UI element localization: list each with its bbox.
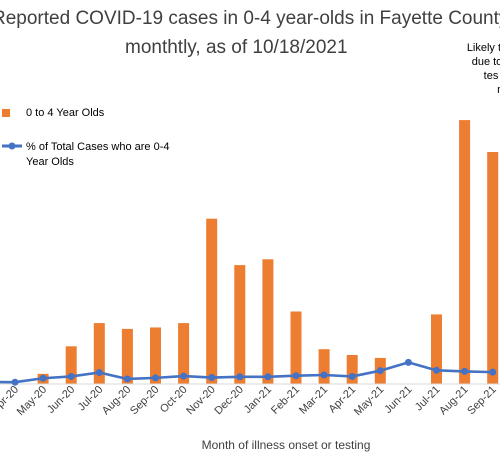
point-Apr-21 (348, 372, 356, 380)
x-tick-label-Sep-21: Sep-21 (465, 384, 499, 418)
x-axis-title-wrap: Month of illness onset or testing (0, 438, 500, 452)
x-tick-label-Dec-20: Dec-20 (212, 384, 246, 418)
annotation-line-4: r (497, 84, 500, 96)
point-Jul-21 (433, 366, 440, 374)
x-tick-label-Mar-21: Mar-21 (297, 384, 330, 417)
annotation-line-2: due to (471, 56, 500, 68)
point-Jan-21 (264, 373, 272, 381)
x-axis-title: Month of illness onset or testing (201, 438, 371, 452)
point-Nov-20 (208, 374, 216, 382)
point-Aug-21 (461, 367, 469, 375)
legend-swatch-cases (2, 109, 10, 117)
bar-Aug-21 (459, 120, 471, 384)
point-Jun-20 (67, 372, 75, 380)
bar-Mar-21 (318, 349, 330, 384)
x-tick-label-Aug-21: Aug-21 (437, 384, 471, 418)
x-tick-label-Jun-21: Jun-21 (382, 384, 414, 416)
point-Oct-20 (180, 372, 188, 380)
bar-Feb-21 (290, 311, 302, 384)
bar-Aug-20 (121, 328, 133, 384)
x-tick-label-Feb-21: Feb-21 (269, 384, 302, 417)
bar-Jul-20 (93, 323, 105, 384)
point-Dec-20 (236, 373, 244, 381)
x-tick-label-Jan-21: Jan-21 (242, 384, 274, 416)
x-tick-label-Jun-20: Jun-20 (45, 384, 77, 416)
point-May-21 (376, 367, 384, 375)
bar-Oct-20 (178, 323, 190, 384)
bar-Jan-21 (262, 259, 274, 384)
x-tick-label-May-21: May-21 (352, 384, 386, 418)
legend-label-cases: 0 to 4 Year Olds (26, 107, 105, 119)
point-Sep-21 (489, 368, 497, 376)
point-Jul-20 (95, 368, 103, 376)
point-Sep-20 (152, 374, 159, 382)
bar-Sep-20 (150, 327, 161, 384)
point-May-20 (39, 374, 47, 382)
bar-Jun-20 (65, 346, 77, 384)
bar-Apr-21 (346, 355, 358, 384)
point-Jun-21 (404, 358, 412, 366)
bar-Jul-21 (431, 314, 442, 384)
bar-Sep-21 (487, 152, 499, 384)
annotation-line-1: Likely to (466, 42, 500, 54)
chart-title-line-1: Reported COVID-19 cases in 0-4 year-olds… (0, 8, 500, 29)
point-Mar-21 (320, 371, 328, 379)
chart-title-line-2: monthtly, as of 10/18/2021 (125, 37, 348, 58)
point-Apr-20 (11, 378, 19, 386)
chart-annotation: Likely to due to tes r (452, 41, 500, 97)
x-tick-label-Sep-20: Sep-20 (128, 384, 162, 418)
annotation-line-3: tes (483, 70, 499, 82)
legend-label-percent: % of Total Cases who are 0-4 Year Olds (26, 141, 170, 168)
point-Aug-20 (123, 375, 131, 383)
legend-swatch-percent-marker (8, 142, 16, 150)
x-tick-label-Aug-20: Aug-20 (100, 384, 134, 418)
bar-Dec-20 (234, 265, 246, 384)
x-tick-label-Nov-20: Nov-20 (184, 384, 218, 418)
x-tick-label-May-20: May-20 (15, 384, 49, 418)
point-Feb-21 (292, 372, 300, 380)
bar-Nov-20 (206, 218, 218, 384)
